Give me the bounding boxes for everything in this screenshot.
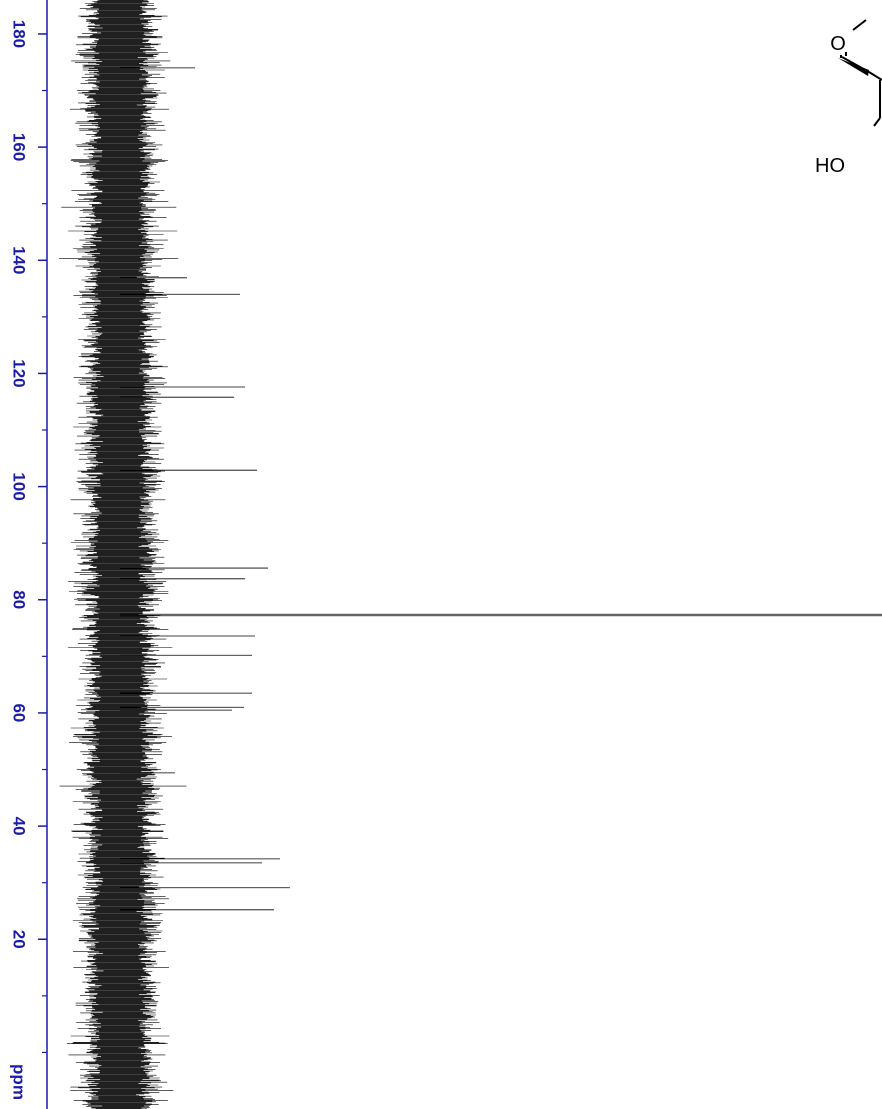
atom-label: O bbox=[830, 33, 846, 55]
noise bbox=[59, 0, 187, 1109]
y-tick-label: 180 bbox=[10, 20, 29, 48]
y-tick-label: 40 bbox=[10, 817, 29, 836]
atom-label: HO bbox=[815, 155, 845, 177]
y-tick-label: 160 bbox=[10, 133, 29, 161]
y-tick-label: 120 bbox=[10, 359, 29, 387]
wedge-bond bbox=[838, 58, 869, 76]
y-tick-label: 80 bbox=[10, 590, 29, 609]
y-tick-label: 60 bbox=[10, 703, 29, 722]
y-tick-label: 20 bbox=[10, 930, 29, 949]
y-tick-label: 140 bbox=[10, 246, 29, 274]
y-axis-label: ppm bbox=[10, 1064, 29, 1100]
structure bbox=[840, 19, 882, 127]
axis-background bbox=[0, 0, 46, 1109]
y-tick-label: 100 bbox=[10, 472, 29, 500]
